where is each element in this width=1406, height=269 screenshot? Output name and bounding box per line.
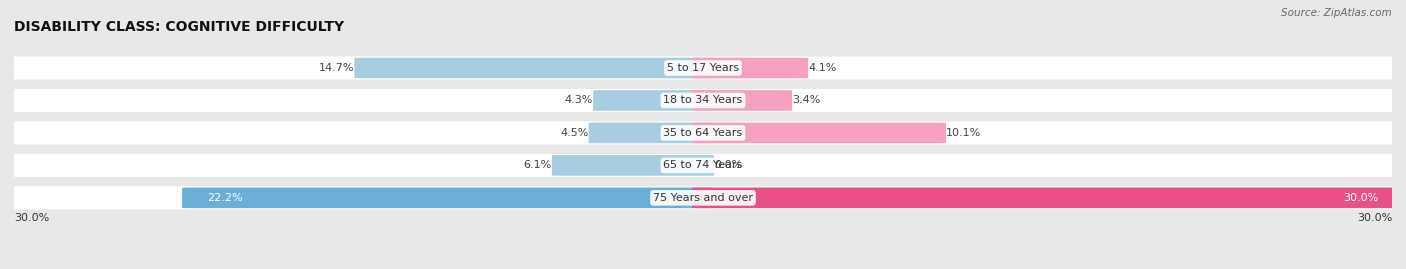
Text: 4.5%: 4.5% [560,128,589,138]
Text: 0.0%: 0.0% [714,160,742,170]
Text: 30.0%: 30.0% [1343,193,1378,203]
FancyBboxPatch shape [0,89,1406,112]
Text: 22.2%: 22.2% [207,193,243,203]
FancyBboxPatch shape [354,58,714,78]
FancyBboxPatch shape [692,58,808,78]
FancyBboxPatch shape [0,121,1406,144]
FancyBboxPatch shape [593,90,714,111]
FancyBboxPatch shape [0,186,1406,209]
Text: 3.4%: 3.4% [792,95,821,105]
Text: 4.3%: 4.3% [565,95,593,105]
Text: 5 to 17 Years: 5 to 17 Years [666,63,740,73]
Text: 30.0%: 30.0% [1357,213,1392,223]
Text: 18 to 34 Years: 18 to 34 Years [664,95,742,105]
FancyBboxPatch shape [692,187,1403,208]
FancyBboxPatch shape [589,123,714,143]
Text: 6.1%: 6.1% [523,160,553,170]
Text: DISABILITY CLASS: COGNITIVE DIFFICULTY: DISABILITY CLASS: COGNITIVE DIFFICULTY [14,20,344,34]
FancyBboxPatch shape [0,154,1406,177]
FancyBboxPatch shape [0,56,1406,80]
Text: 30.0%: 30.0% [14,213,49,223]
FancyBboxPatch shape [692,123,946,143]
Text: 65 to 74 Years: 65 to 74 Years [664,160,742,170]
FancyBboxPatch shape [692,90,792,111]
Text: 75 Years and over: 75 Years and over [652,193,754,203]
Text: Source: ZipAtlas.com: Source: ZipAtlas.com [1281,8,1392,18]
Text: 14.7%: 14.7% [319,63,354,73]
Text: 4.1%: 4.1% [808,63,837,73]
FancyBboxPatch shape [183,187,714,208]
Text: 35 to 64 Years: 35 to 64 Years [664,128,742,138]
FancyBboxPatch shape [553,155,714,176]
Text: 10.1%: 10.1% [946,128,981,138]
